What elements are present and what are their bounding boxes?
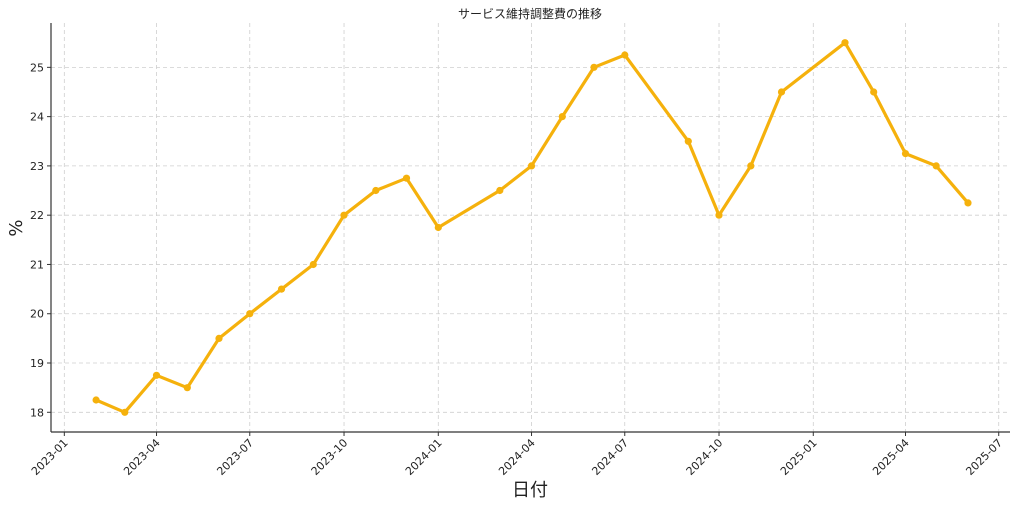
series-line bbox=[94, 41, 970, 414]
axes bbox=[50, 23, 1010, 433]
ticks: 18 19 20 21 22 23 24 25 2023-01 2023-04 2023-07 202… bbox=[29, 61, 1005, 478]
data-point bbox=[590, 63, 598, 71]
data-point bbox=[558, 113, 566, 121]
data-point bbox=[684, 137, 692, 145]
data-point bbox=[92, 396, 100, 404]
data-point bbox=[870, 88, 878, 96]
x-tick-label: 2024-01 bbox=[403, 436, 445, 478]
x-tick-label: 2025-07 bbox=[963, 436, 1005, 478]
data-point bbox=[777, 88, 786, 96]
y-tick-label: 20 bbox=[30, 308, 44, 321]
data-point bbox=[152, 371, 161, 379]
x-tick-label: 2024-10 bbox=[684, 436, 726, 478]
y-tick-label: 25 bbox=[30, 61, 44, 74]
data-point bbox=[372, 186, 380, 195]
y-axis-title: % bbox=[6, 219, 27, 236]
data-point bbox=[121, 408, 129, 416]
x-axis-title: 日付 bbox=[512, 480, 548, 501]
y-tick-label: 24 bbox=[30, 111, 44, 124]
data-point bbox=[434, 223, 442, 232]
x-tick-label: 2024-04 bbox=[496, 436, 538, 478]
data-point bbox=[183, 384, 191, 392]
series bbox=[92, 39, 972, 416]
y-tick-label: 22 bbox=[30, 209, 44, 222]
data-point bbox=[747, 162, 755, 170]
data-point bbox=[215, 334, 223, 342]
data-point bbox=[841, 39, 849, 47]
y-tick-label: 23 bbox=[30, 160, 44, 173]
x-tick-label: 2023-04 bbox=[121, 436, 163, 478]
x-tick-label: 2024-07 bbox=[589, 436, 631, 478]
data-point bbox=[246, 310, 254, 318]
data-point bbox=[932, 162, 940, 170]
x-tick-label: 2023-01 bbox=[29, 436, 71, 478]
chart-title: サービス維持調整費の推移 bbox=[458, 6, 602, 21]
x-tick-label: 2023-07 bbox=[214, 436, 256, 478]
data-point bbox=[277, 285, 286, 293]
data-point bbox=[527, 162, 536, 170]
x-tick-label: 2025-04 bbox=[870, 436, 912, 478]
data-point bbox=[715, 211, 723, 219]
x-tick-label: 2025-01 bbox=[778, 436, 820, 478]
x-tick-label: 2023-10 bbox=[309, 436, 351, 478]
data-point bbox=[621, 51, 629, 59]
y-tick-label: 19 bbox=[30, 357, 44, 370]
data-point bbox=[901, 150, 910, 158]
data-point bbox=[309, 260, 317, 269]
y-tick-label: 21 bbox=[30, 258, 44, 271]
grid bbox=[51, 23, 1010, 432]
data-point bbox=[402, 174, 411, 182]
data-point bbox=[340, 211, 348, 219]
y-tick-label: 18 bbox=[30, 406, 44, 419]
data-point bbox=[964, 199, 972, 207]
data-point bbox=[496, 186, 504, 195]
